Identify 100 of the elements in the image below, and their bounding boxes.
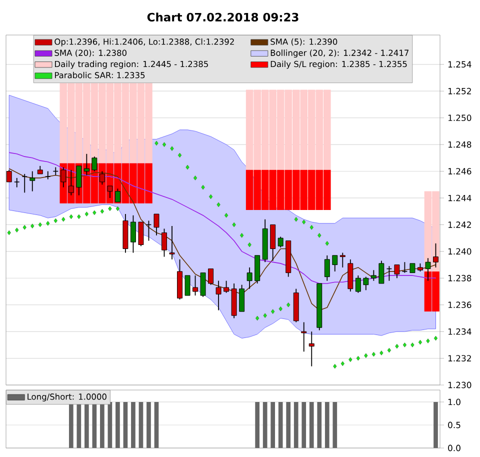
candlestick <box>107 186 113 198</box>
point <box>30 224 34 228</box>
candlestick <box>169 226 175 260</box>
y-tick-label: 1.244 <box>448 194 472 202</box>
y-tick-label: 1.236 <box>448 302 472 308</box>
candlestick <box>340 252 346 268</box>
y-tick-label: 1.234 <box>448 328 472 335</box>
point <box>100 208 104 214</box>
point <box>201 184 205 190</box>
point <box>178 152 182 158</box>
point <box>263 313 267 318</box>
point <box>286 302 290 308</box>
point <box>271 309 275 314</box>
point <box>294 217 298 222</box>
legend-label: Daily trading region: 1.2445 - 1.2385 <box>55 60 208 69</box>
point <box>38 222 42 228</box>
candlestick <box>378 260 384 284</box>
point <box>77 214 81 220</box>
point <box>92 210 96 216</box>
point <box>62 217 66 222</box>
point <box>333 364 337 369</box>
candlestick <box>162 228 167 258</box>
candlestick <box>184 275 190 296</box>
y-tick-label: 1.252 <box>448 88 471 94</box>
candlestick <box>239 284 245 312</box>
point <box>256 316 260 321</box>
y-tick-label: 1.246 <box>448 168 472 174</box>
point <box>278 306 282 312</box>
candlestick <box>138 222 144 247</box>
point <box>310 225 314 230</box>
candlestick <box>208 268 214 286</box>
chart-title: Chart 07.02.2018 09:23 <box>147 12 298 22</box>
y-tick-label: 1.248 <box>448 141 472 148</box>
point <box>224 213 228 218</box>
y-tick-label: 1.254 <box>448 61 472 68</box>
point <box>325 241 329 246</box>
point <box>108 206 112 212</box>
point <box>116 206 120 212</box>
candlestick <box>433 242 438 268</box>
candlestick <box>278 236 284 248</box>
y-tick-label: 0.0 <box>448 444 460 452</box>
y-tick-label: 1.250 <box>448 114 472 122</box>
point <box>418 340 422 345</box>
candlestick <box>200 272 206 298</box>
candlestick <box>192 275 198 296</box>
point <box>162 142 166 147</box>
y-tick-label: 1.232 <box>448 355 471 362</box>
candlestick <box>6 169 12 182</box>
point <box>434 336 438 341</box>
candlestick <box>224 280 230 294</box>
point <box>69 214 73 220</box>
candlestick <box>308 331 314 367</box>
y-tick-label: 1.230 <box>448 382 472 388</box>
y-tick-label: 1.238 <box>448 274 472 282</box>
point <box>372 352 376 357</box>
point <box>356 356 360 361</box>
point <box>302 220 306 224</box>
y-tick-label: 1.0 <box>448 398 460 406</box>
candlestick <box>22 173 28 194</box>
candlestick <box>394 264 400 279</box>
point <box>7 230 11 236</box>
point <box>340 361 344 366</box>
point <box>170 146 174 151</box>
point <box>208 194 213 199</box>
point <box>154 140 158 146</box>
point <box>54 218 58 224</box>
point <box>380 350 384 356</box>
point <box>15 228 19 232</box>
y-tick-label: 1.242 <box>448 222 471 228</box>
candlestick <box>355 275 361 294</box>
candlestick <box>45 170 51 180</box>
point <box>387 348 391 353</box>
candlestick <box>324 254 330 282</box>
point <box>193 176 198 180</box>
candlestick <box>402 262 408 274</box>
point <box>410 342 414 348</box>
point <box>22 225 26 230</box>
point <box>248 242 252 248</box>
y-tick-label: 0.5 <box>448 422 460 428</box>
point <box>216 202 220 208</box>
point <box>318 233 322 238</box>
candlestick <box>301 322 307 352</box>
legend-label: Op:1.2396, Hi:1.2406, Lo:1.2388, Cl:1.2392 <box>54 38 234 46</box>
legend-label: Long/Short: 1.0000 <box>28 393 106 402</box>
legend-label: SMA (5): 1.2390 <box>270 38 338 46</box>
point <box>426 338 430 344</box>
point <box>402 342 407 348</box>
candlestick <box>14 177 20 188</box>
point <box>395 344 399 349</box>
point <box>84 212 88 216</box>
legend-label: SMA (20): 1.2380 <box>54 50 126 57</box>
point <box>46 221 50 226</box>
candlestick <box>154 214 160 236</box>
point <box>186 164 190 170</box>
candlestick <box>216 280 222 311</box>
point <box>240 233 244 238</box>
y-tick-label: 1.240 <box>448 248 472 255</box>
legend-label: Bollinger (20, 2): 1.2342 - 1.2417 <box>270 50 408 58</box>
point <box>364 353 368 358</box>
candlestick <box>246 266 252 290</box>
